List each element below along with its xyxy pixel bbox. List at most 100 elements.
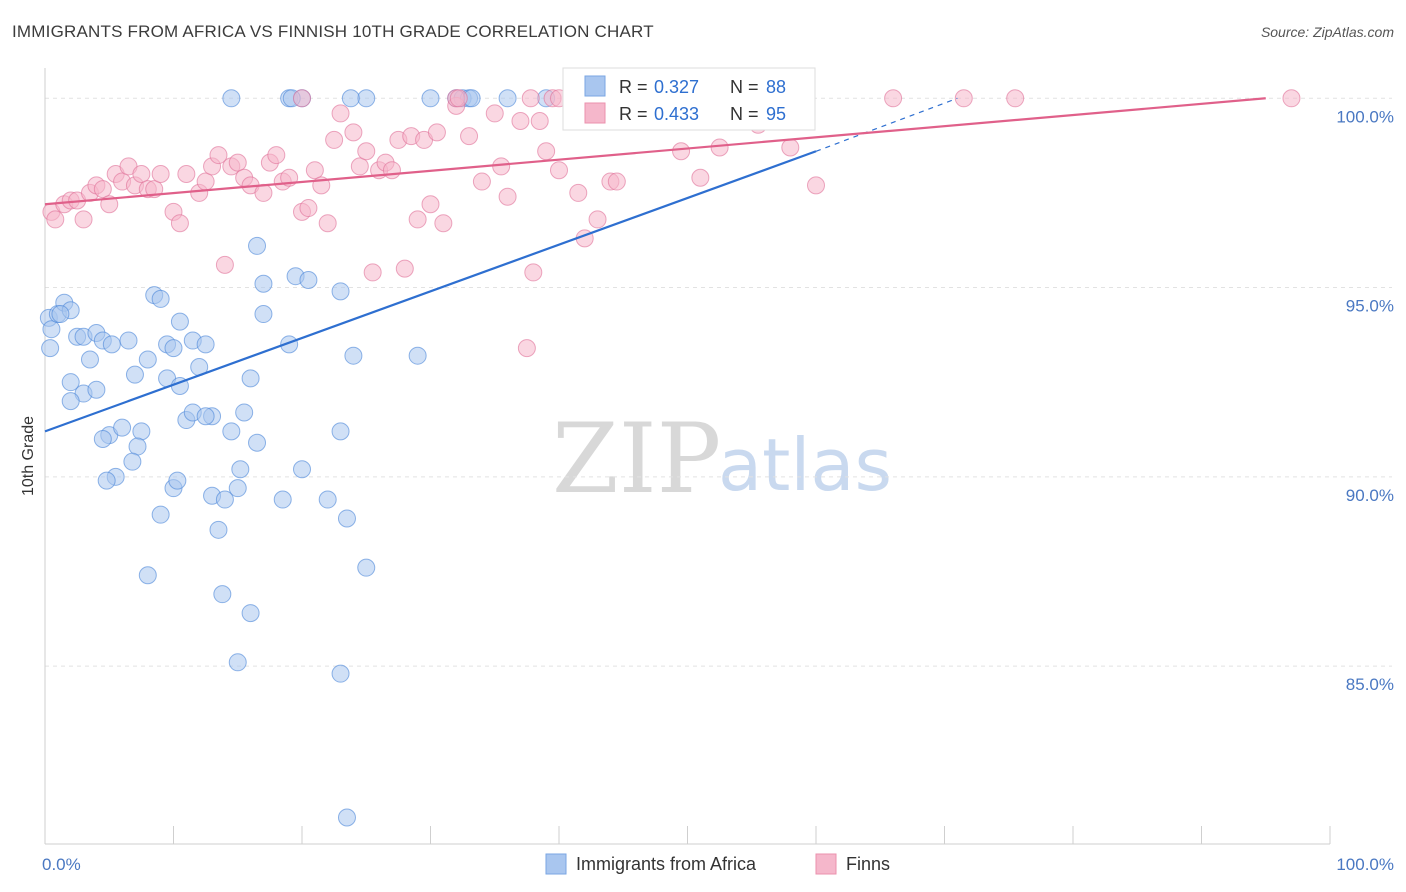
finns-point-61 <box>524 263 543 282</box>
legend-n-label-1: N = <box>730 77 759 97</box>
y-tick-label-3: 85.0% <box>1346 675 1394 694</box>
finns-point-22 <box>196 172 215 191</box>
finns-point-39 <box>325 130 344 149</box>
finns-point-63 <box>537 142 556 161</box>
africa-point-33 <box>196 407 215 426</box>
africa-point-40 <box>128 437 147 456</box>
legend-n-value-2: 95 <box>766 104 786 124</box>
africa-point-50 <box>231 460 250 479</box>
trend-line-finns <box>44 97 1266 206</box>
africa-point-52 <box>151 505 170 524</box>
africa-point-75 <box>222 89 241 108</box>
finns-point-17 <box>151 164 170 183</box>
africa-point-12 <box>102 335 121 354</box>
finns-point-83 <box>293 89 311 108</box>
bottom-legend-swatch-pink <box>815 853 837 875</box>
bottom-legend-swatch-blue <box>545 853 567 875</box>
africa-point-54 <box>273 490 292 509</box>
series-immigrants-points <box>39 89 556 827</box>
finns-point-70 <box>607 172 626 191</box>
africa-point-46 <box>168 471 187 490</box>
africa-point-15 <box>138 350 157 369</box>
chart-source: Source: ZipAtlas.com <box>1260 24 1394 40</box>
finns-point-42 <box>350 157 369 176</box>
africa-point-61 <box>228 653 247 672</box>
x-tick-label-left: 0.0% <box>42 855 81 874</box>
legend-n-value-1: 88 <box>766 77 786 97</box>
finns-point-43 <box>357 142 376 161</box>
africa-point-65 <box>254 274 273 293</box>
finns-point-79 <box>215 255 234 274</box>
finns-point-24 <box>209 146 228 165</box>
africa-point-67 <box>299 270 318 289</box>
trend-lines <box>44 97 1266 433</box>
y-tick-label-2: 90.0% <box>1346 486 1394 505</box>
finns-point-38 <box>318 214 337 233</box>
finns-point-78 <box>807 176 825 195</box>
chart-title: IMMIGRANTS FROM AFRICA VS FINNISH 10TH G… <box>12 22 654 41</box>
africa-point-26 <box>87 380 106 399</box>
africa-point-41 <box>93 429 112 448</box>
finns-point-1 <box>46 210 65 229</box>
finns-point-19 <box>170 214 189 233</box>
finns-point-62 <box>530 111 549 130</box>
africa-point-73 <box>331 422 350 441</box>
finns-point-59 <box>498 187 517 206</box>
finns-point-51 <box>421 195 440 214</box>
finns-point-57 <box>485 104 504 123</box>
africa-point-6 <box>51 305 70 324</box>
africa-point-34 <box>235 403 254 422</box>
africa-point-68 <box>331 282 350 301</box>
watermark-atlas: atlas <box>718 423 892 507</box>
africa-point-20 <box>170 312 189 331</box>
finns-point-56 <box>472 172 491 191</box>
legend-r-label-2: R = <box>619 104 648 124</box>
africa-point-64 <box>248 236 267 255</box>
finns-point-8 <box>93 180 112 199</box>
africa-point-55 <box>318 490 337 509</box>
africa-point-14 <box>125 365 144 384</box>
bottom-legend: Immigrants from Africa Finns <box>545 853 890 875</box>
legend-swatch-pink <box>584 102 606 124</box>
finns-point-93 <box>521 89 540 108</box>
x-ticks <box>44 826 1331 844</box>
finns-point-77 <box>781 138 800 157</box>
trend-line-africa <box>44 150 817 433</box>
finns-point-90 <box>954 89 973 108</box>
africa-point-35 <box>222 422 241 441</box>
africa-point-79 <box>421 89 440 108</box>
bottom-legend-label-1: Immigrants from Africa <box>576 854 757 874</box>
finns-point-74 <box>691 168 710 187</box>
africa-point-23 <box>196 335 215 354</box>
finns-point-14 <box>132 164 151 183</box>
finns-point-58 <box>492 157 511 176</box>
finns-point-29 <box>254 183 273 202</box>
finns-point-94 <box>449 89 468 108</box>
africa-point-38 <box>113 418 132 437</box>
y-tick-labels: 100.0% 95.0% 90.0% 85.0% <box>1336 107 1394 694</box>
legend-r-value-2: 0.433 <box>654 104 699 124</box>
africa-point-42 <box>123 452 142 471</box>
finns-point-68 <box>588 210 607 229</box>
x-tick-label-right: 100.0% <box>1336 855 1394 874</box>
finns-point-53 <box>434 214 453 233</box>
legend-swatch-blue <box>584 75 606 97</box>
africa-point-39 <box>132 422 151 441</box>
africa-point-51 <box>248 433 267 452</box>
trend-line-africa-extension <box>815 97 958 152</box>
africa-point-27 <box>61 392 80 411</box>
finns-point-40 <box>331 104 350 123</box>
africa-point-63 <box>337 808 356 827</box>
y-tick-label-1: 95.0% <box>1346 297 1394 316</box>
africa-point-48 <box>215 490 234 509</box>
finns-point-20 <box>177 164 196 183</box>
finns-point-46 <box>382 161 401 180</box>
legend-n-label-2: N = <box>730 104 759 124</box>
africa-point-53 <box>209 520 228 539</box>
finns-point-75 <box>710 138 729 157</box>
finns-point-5 <box>74 210 93 229</box>
africa-point-62 <box>331 664 350 683</box>
legend-box: R = 0.327 N = 88 R = 0.433 N = 95 <box>562 67 816 131</box>
finns-point-31 <box>267 146 286 165</box>
